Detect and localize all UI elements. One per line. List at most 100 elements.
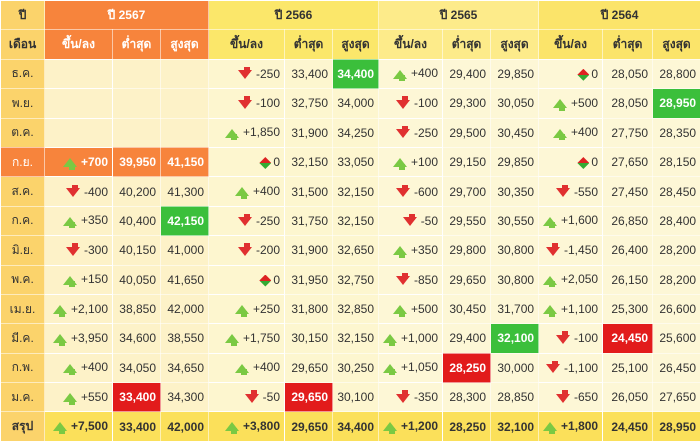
up-arrow-icon [393,66,411,82]
up-arrow-icon [543,302,561,317]
year-header-2564: ปี 2564 [538,0,700,31]
change-value: -300 [83,243,108,258]
change-value: -400 [83,184,108,199]
up-arrow-icon [52,302,71,317]
change-cell: -100 [378,88,444,119]
change-value: +350 [80,213,108,228]
change-cell: -650 [538,382,604,413]
change-cell: -200 [208,235,286,266]
high-price-cell: 28,200 [652,264,700,295]
change-value: -50 [420,213,439,228]
table-body: ธ.ค. -250 33,400 34,400 +400 29,400 29,850 0 28,… [0,58,700,442]
low-price-cell [112,117,161,148]
month-cell: มี.ค. [0,323,45,354]
change-cell: +1,200 [378,411,444,442]
table-row: มี.ค. +3,950 34,600 38,550 +1,750 30,150 32,15… [0,323,700,354]
change-value: 0 [273,155,281,170]
high-price-cell: 30,100 [332,382,380,413]
change-value: +3,950 [70,330,108,345]
high-col-label: สูงสุด [332,29,380,60]
high-price-cell: 33,050 [332,146,380,178]
change-value: +2,100 [70,301,108,316]
high-price-cell: 30,000 [490,352,540,384]
up-arrow-icon [543,419,561,435]
month-cell: ม.ค. [0,382,45,413]
change-value: +7,500 [70,419,108,434]
low-price-cell: 40,150 [112,235,161,266]
month-cell: เม.ย. [0,293,45,325]
month-cell: ต.ค. [0,117,45,148]
low-price-cell: 28,300 [442,382,492,413]
low-price-cell: 28,250 [442,411,492,442]
low-price-cell: 30,150 [284,323,334,354]
change-col-label: ขึ้น/ลง [378,29,444,60]
change-cell: -1,450 [538,235,604,266]
high-price-cell: 26,600 [652,293,700,325]
high-price-cell: 34,650 [159,352,210,384]
down-arrow-icon [237,66,256,81]
month-cell: พ.ค. [0,264,45,295]
high-price-cell [159,58,210,90]
table-row: ส.ค. -400 40,200 41,300 +400 31,500 32,150 -600… [0,176,700,207]
up-arrow-icon [383,419,401,435]
change-value: +1,050 [401,360,439,375]
table-row: พ.ค. +150 40,050 41,650 0 31,950 32,750 -850 29,… [0,264,700,295]
high-col-label: สูงสุด [159,29,210,60]
month-cell: ส.ค. [0,176,45,207]
change-cell: +400 [44,352,113,384]
change-cell: 0 [538,58,604,90]
low-price-cell: 25,100 [602,352,654,384]
change-cell: +1,600 [538,205,604,237]
change-cell: +350 [44,205,113,237]
table-row: ธ.ค. -250 33,400 34,400 +400 29,400 29,850 0 28,… [0,58,700,90]
low-price-cell: 26,400 [602,235,654,266]
low-price-cell: 29,500 [442,117,492,148]
change-cell: +1,000 [378,323,444,354]
down-arrow-icon [237,243,256,257]
change-col-label: ขึ้น/ลง [44,29,113,60]
low-price-cell: 31,900 [284,235,334,266]
low-price-cell: 31,950 [284,264,334,295]
change-value: -250 [255,213,281,228]
month-cell: ก.พ. [0,352,45,384]
change-cell [44,117,113,148]
down-arrow-icon [556,331,574,345]
low-price-cell: 29,150 [442,146,492,178]
change-cell: +1,750 [208,323,286,354]
low-price-cell: 29,400 [442,58,492,90]
high-price-cell: 30,250 [332,352,380,384]
low-price-cell: 39,950 [112,146,161,178]
change-value: +700 [80,154,108,169]
unchanged-icon [577,156,590,169]
low-price-cell: 28,250 [442,352,492,384]
change-value: +100 [411,154,439,169]
high-price-cell: 28,350 [652,117,700,148]
change-value: +1,100 [561,301,599,316]
low-price-cell: 33,400 [112,382,161,413]
high-col-label: สูงสุด [490,29,540,60]
change-value: -100 [574,331,599,346]
change-value: -650 [574,390,599,405]
change-value: +550 [80,389,108,404]
up-arrow-icon [543,272,561,288]
change-cell: -250 [378,117,444,148]
high-price-cell: 29,850 [490,146,540,178]
change-value: +1,600 [561,213,599,228]
low-price-cell: 27,450 [602,176,654,207]
low-col-label: ต่ำสุด [442,29,492,60]
change-cell: +1,850 [208,117,286,148]
change-value: 0 [591,155,599,170]
change-value: +1,800 [561,419,599,434]
low-price-cell: 32,150 [284,146,334,178]
high-price-cell: 32,750 [332,264,380,295]
change-value: +400 [252,360,281,375]
low-price-cell: 28,050 [602,88,654,119]
high-price-cell: 29,850 [490,58,540,90]
low-price-cell: 29,550 [442,205,492,237]
change-value: 0 [591,66,599,81]
high-price-cell: 28,850 [490,382,540,413]
up-arrow-icon [234,184,253,200]
change-col-label: ขึ้น/ลง [208,29,286,60]
high-price-cell: 30,450 [490,117,540,148]
down-arrow-icon [556,184,574,199]
